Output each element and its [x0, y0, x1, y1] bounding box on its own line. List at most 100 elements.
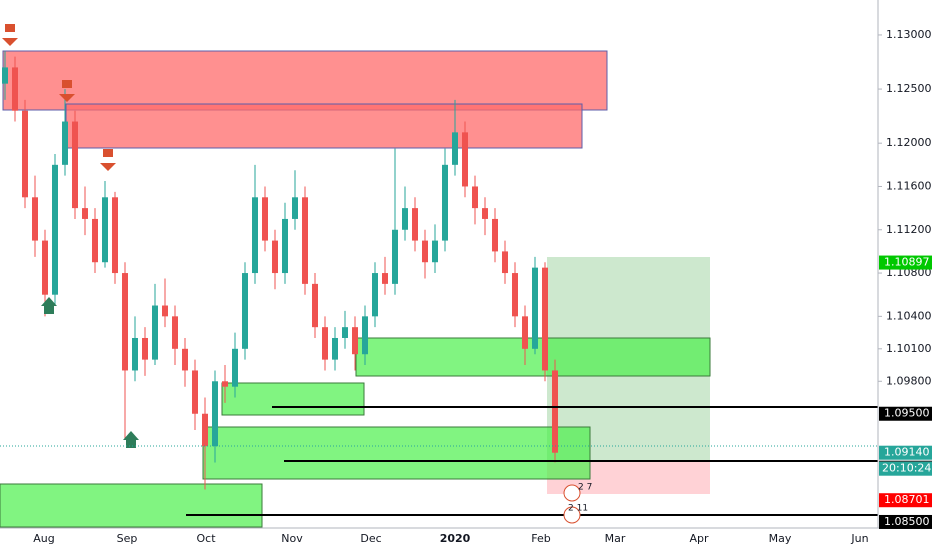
candle-body [52, 164, 58, 295]
x-tick-label: Dec [360, 532, 381, 545]
sell-arrow [59, 80, 75, 102]
buy-arrow [41, 297, 57, 314]
candle-body [402, 208, 408, 230]
price-label-box [879, 406, 932, 421]
candle-body [2, 67, 8, 84]
candle-body [42, 240, 48, 295]
price-label: 1.08500 [884, 515, 930, 528]
candle-body [112, 197, 118, 274]
event-label: 2 7 [578, 483, 592, 493]
candle-body [552, 370, 558, 453]
candle-body [72, 121, 78, 209]
sell-arrow [2, 24, 18, 46]
event-label: 2 11 [568, 504, 588, 514]
candle-body [462, 132, 468, 187]
price-label: 1.09140 [884, 446, 930, 459]
x-tick-label: Apr [689, 532, 709, 545]
buy-arrow [123, 431, 139, 448]
candle-body [212, 381, 218, 447]
x-tick-label: Aug [33, 532, 54, 545]
x-tick-label: Nov [281, 532, 303, 545]
event-icon [563, 484, 581, 502]
price-label: 1.08701 [884, 493, 930, 506]
candle-body [162, 305, 168, 317]
y-tick-label: 1.11200 [886, 223, 932, 236]
candle-body [422, 240, 428, 263]
sell-arrow [100, 149, 116, 171]
candle-body [262, 197, 268, 241]
candle-body [482, 208, 488, 219]
countdown: 20:10:24 [882, 462, 931, 475]
candle-body [182, 348, 188, 371]
candle-body [312, 283, 318, 328]
candle-body [512, 273, 518, 317]
demand-zone [202, 426, 591, 480]
x-tick-label: Oct [196, 532, 216, 545]
y-tick-label: 1.10100 [886, 342, 932, 355]
x-tick-label: Mar [605, 532, 626, 545]
candle-body [372, 273, 378, 317]
candle-body [532, 267, 538, 349]
candle-body [302, 197, 308, 284]
price-label-box [879, 493, 932, 508]
candle-body [292, 197, 298, 219]
candle-body [392, 229, 398, 284]
supply-zone [2, 50, 608, 111]
candle-body [142, 337, 148, 360]
candle-body [282, 218, 288, 274]
arrows [2, 24, 139, 448]
candle-body [132, 337, 138, 371]
candle-body [522, 316, 528, 349]
candle-body [122, 273, 128, 371]
y-tick-label: 1.09800 [886, 374, 932, 387]
demand-zone [221, 382, 365, 416]
candle-body [202, 413, 208, 447]
candle-body [332, 337, 338, 360]
candle-body [502, 251, 508, 274]
candle-body [472, 186, 478, 209]
countdown-box [879, 461, 932, 476]
time-axis [0, 529, 932, 550]
axes: 1.13000 1.12500 1.12000 1.11600 1.11200 1.108… [33, 28, 932, 545]
candle-body [362, 316, 368, 355]
candle-body [542, 267, 548, 371]
price-label-box [879, 514, 932, 529]
candle-body [152, 305, 158, 360]
candle-body [222, 381, 228, 387]
candle-body [82, 208, 88, 219]
x-tick-label: Sep [117, 532, 138, 545]
candle-body [492, 218, 498, 252]
price-label: 1.09500 [884, 407, 930, 420]
x-tick-label: Feb [531, 532, 550, 545]
y-tick-label: 1.10400 [886, 309, 932, 322]
candle-body [442, 164, 448, 241]
candle-body [412, 208, 418, 241]
price-label-box [879, 255, 932, 270]
candles [2, 51, 558, 490]
candle-body [32, 197, 38, 241]
candle-body [242, 273, 248, 349]
zones [0, 50, 711, 528]
candle-body [92, 218, 98, 263]
price-label-box [879, 445, 932, 460]
candle-body [352, 327, 358, 355]
candle-body [12, 67, 18, 111]
candle-body [232, 348, 238, 387]
demand-zone [0, 483, 263, 528]
y-tick-label: 1.12000 [886, 136, 932, 149]
levels [186, 406, 878, 516]
x-tick-label: May [769, 532, 792, 545]
candle-body [272, 240, 278, 274]
y-tick-label: 1.13000 [886, 28, 932, 41]
candle-body [62, 121, 68, 165]
candle-body [322, 327, 328, 360]
events: 2 7 2 11 [563, 483, 592, 524]
candle-body [432, 240, 438, 263]
candle-body [22, 110, 28, 198]
price-label: 1.10897 [884, 256, 930, 269]
candle-body [452, 132, 458, 165]
candle-body [382, 273, 388, 284]
y-tick-label: 1.12500 [886, 82, 932, 95]
candle-body [192, 370, 198, 414]
